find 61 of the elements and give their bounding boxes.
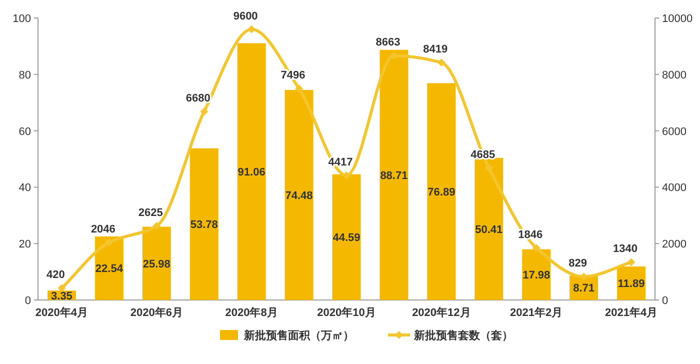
point [152,222,161,230]
y-tick-label: 0 [24,295,31,307]
y-tick-label: 100 [12,13,31,25]
data-label: 8.71 [573,282,595,295]
point [200,108,208,116]
data-label: 2046 [90,223,116,236]
x-tick-label: 2020年4月 [35,306,88,319]
bar [380,50,408,300]
data-label: 8663 [376,36,400,49]
data-label: 50.41 [475,224,503,236]
y-tick-label: 40 [18,182,31,194]
data-label: 88.71 [380,170,408,182]
data-label: 74.48 [285,190,313,202]
point [105,238,114,246]
y2-tick-label: 6000 [662,126,686,138]
bar [190,148,218,300]
bar [237,43,266,300]
x-tick-label: 2020年12月 [412,306,471,319]
point [248,25,256,34]
x-tick-label: 2020年8月 [225,306,278,319]
data-label: 2625 [138,206,163,219]
legend-label: 新批预售套数（套） [413,329,513,342]
y2-tick-label: 4000 [662,182,686,194]
point [342,171,350,180]
data-label: 829 [568,258,587,270]
point [484,164,493,172]
bar [142,226,171,300]
point [532,244,540,252]
y2-tick-label: 2000 [662,238,686,251]
point [295,84,304,93]
x-tick-label: 2021年2月 [510,306,563,319]
data-label: 420 [46,269,65,282]
data-label: 76.89 [428,186,456,199]
data-label: 25.98 [142,258,170,270]
data-label: 8419 [423,44,448,56]
data-label: 53.78 [190,219,218,232]
x-tick-label: 2020年10月 [317,306,376,319]
x-tick-label: 2021年4月 [604,306,658,319]
data-label: 17.98 [522,270,550,282]
y2-tick-label: 10000 [662,13,693,25]
y-tick-label: 60 [18,126,31,138]
bar [284,90,314,300]
point [627,258,636,266]
data-label: 91.06 [238,166,266,179]
y2-tick-label: 0 [662,295,668,307]
y2-tick-label: 8000 [662,69,686,82]
data-label: 44.59 [332,232,360,244]
data-label: 3.35 [51,290,72,302]
data-label: 11.89 [618,278,645,290]
point [437,58,446,67]
x-tick-label: 2020年6月 [130,306,183,319]
data-label: 1340 [613,243,638,256]
bar [474,158,504,300]
y-tick-label: 80 [18,69,31,82]
bar [332,174,361,300]
data-label: 22.54 [95,263,124,276]
y-tick-label: 20 [18,238,31,251]
legend-label: 新批预售面积（万㎡） [243,329,354,342]
bar [427,83,456,300]
bar [94,236,124,300]
data-label: 9600 [233,10,258,22]
